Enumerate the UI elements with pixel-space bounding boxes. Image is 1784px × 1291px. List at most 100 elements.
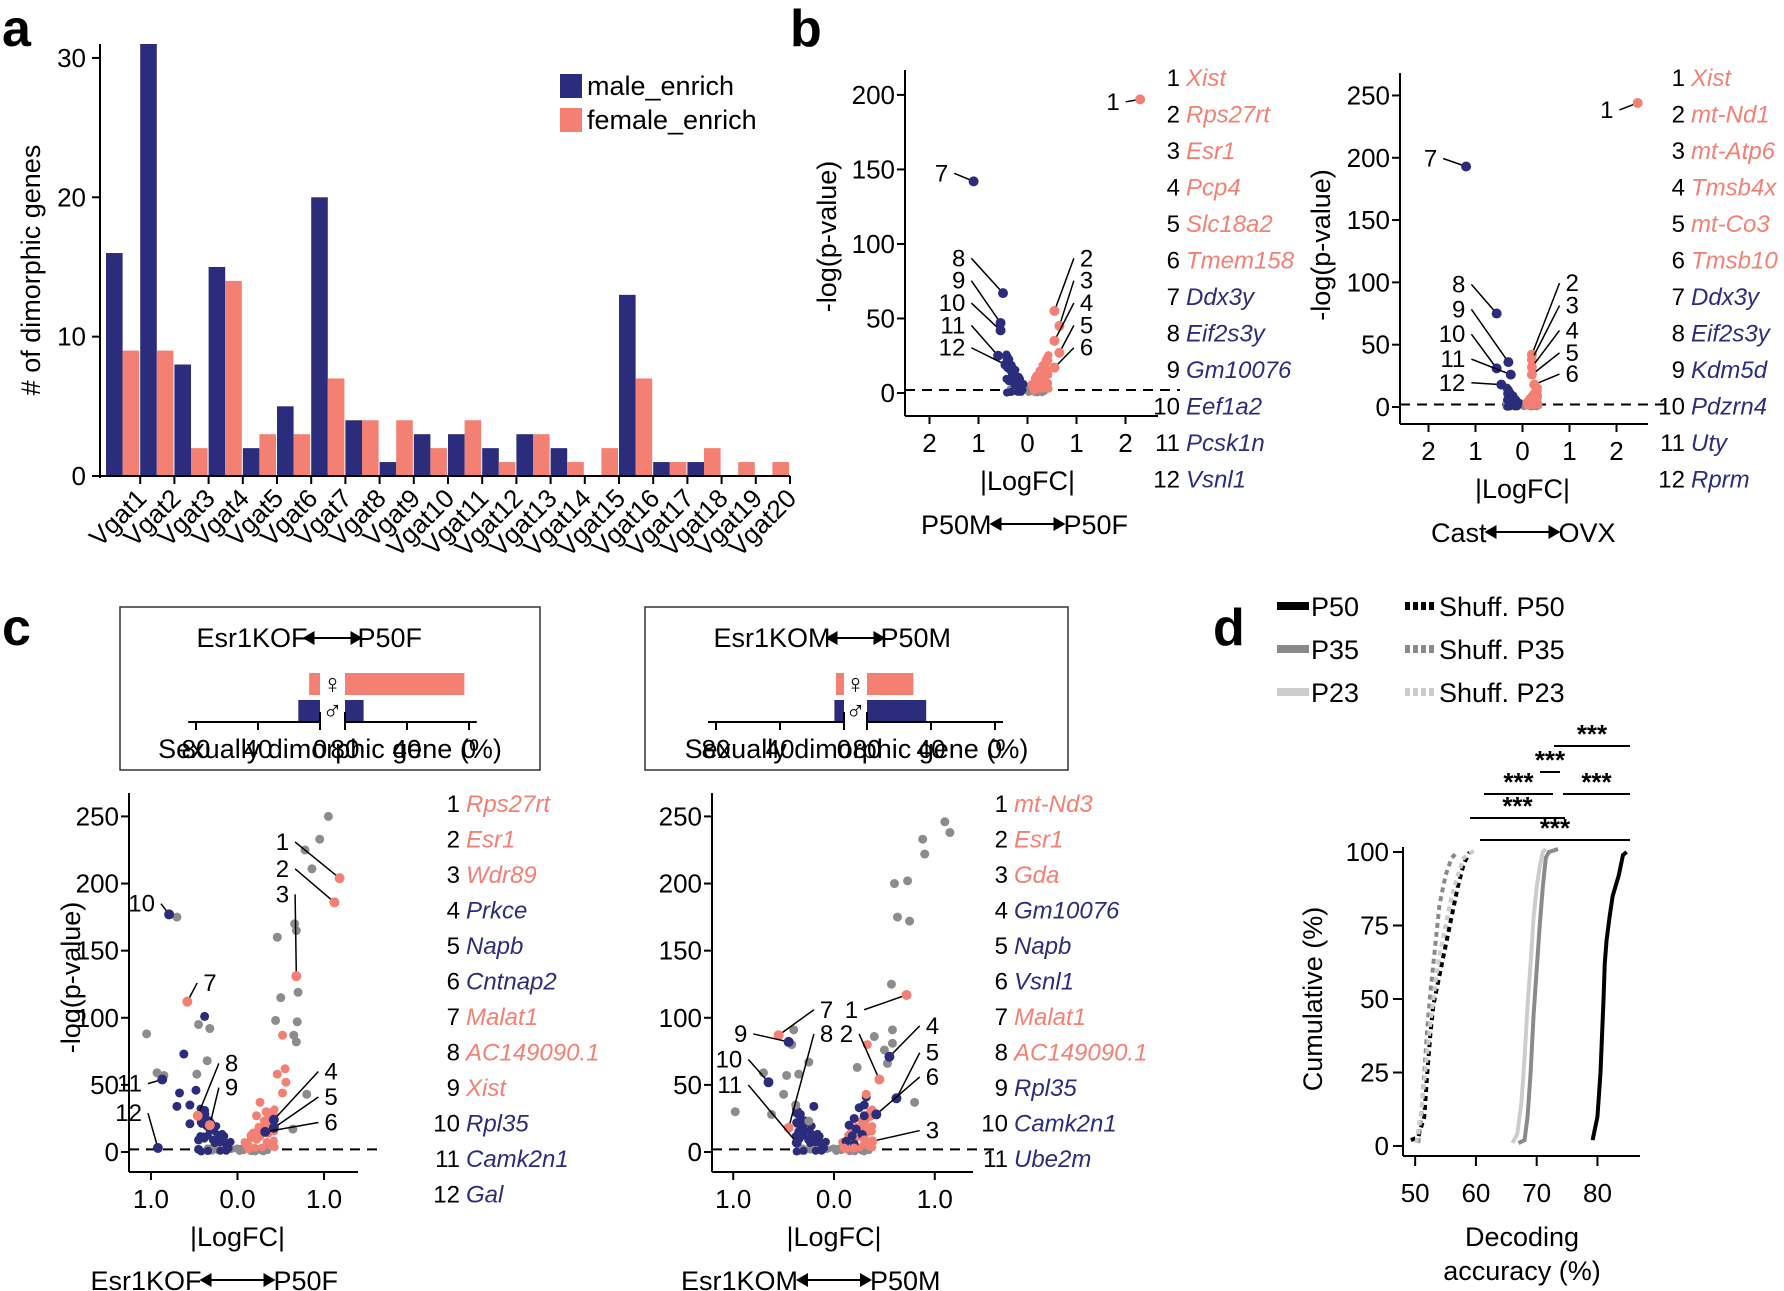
panel-c1-ytick-label: 250 xyxy=(76,801,119,831)
panel-c2-inset-symbol-male: ♂ xyxy=(845,696,865,726)
labeled-point-11 xyxy=(1505,369,1516,380)
panel-c1-inset-title-left: Esr1KOF xyxy=(196,623,307,653)
panel-b1-comparison-left: P50M xyxy=(921,510,992,540)
panel-b2-ytick-label: 150 xyxy=(1347,205,1390,235)
panel-d-xtick-label: 80 xyxy=(1583,1178,1612,1208)
panel-c1-inset-bar-left-male xyxy=(298,700,320,722)
labeled-point-4 xyxy=(1049,335,1060,346)
panel-b1-leader-line xyxy=(1053,258,1075,312)
panel-b2-gene-number: 12 xyxy=(1658,467,1685,494)
labeled-point-6 xyxy=(260,1126,271,1137)
panel-b1-point-number: 6 xyxy=(1080,335,1093,362)
panel-c1-inset-bar-right-female xyxy=(345,673,465,695)
series-line-P23 xyxy=(1510,847,1548,1145)
point-male xyxy=(844,1120,854,1130)
panel-c1-gene-name: Rps27rt xyxy=(466,791,551,818)
panel-b1-xtick-label: 2 xyxy=(1118,428,1132,458)
panel-b2-point-number: 5 xyxy=(1566,340,1579,367)
point-male xyxy=(218,1135,227,1144)
panel-c2-inset-bar-right-male xyxy=(867,700,927,722)
point-nonsig xyxy=(940,817,950,827)
panel-c1-point-number: 3 xyxy=(276,881,289,908)
panel-c2-gene-number: 5 xyxy=(995,933,1008,960)
point-male xyxy=(859,1111,869,1121)
point-male xyxy=(218,1129,227,1138)
panel-c2-point-number: 6 xyxy=(926,1064,939,1091)
panel-b2-gene-number: 10 xyxy=(1658,394,1685,421)
point-nonsig xyxy=(887,1025,897,1035)
panel-b2-gene-number: 9 xyxy=(1672,357,1685,384)
panel-c2-point-number: 5 xyxy=(926,1040,939,1067)
panel-c2-gene-name: Ube2m xyxy=(1014,1146,1091,1173)
panel-c1-leader-line xyxy=(147,1112,159,1149)
bar-male_enrich-Vgat11 xyxy=(448,434,465,476)
panel-b1-gene-number: 12 xyxy=(1153,467,1180,494)
panel-d-ytick-label: 0 xyxy=(1375,1131,1389,1161)
point-female xyxy=(258,1143,267,1152)
labeled-point-10 xyxy=(995,325,1006,336)
panel-c1-inset-symbol-male: ♂ xyxy=(322,696,342,726)
panel-c2-gene-name: Esr1 xyxy=(1014,827,1063,854)
panel-b1-leader-line xyxy=(970,324,999,357)
point-nonsig xyxy=(302,1089,312,1099)
panel-c2-leader-line xyxy=(787,1033,815,1129)
labeled-point-2 xyxy=(329,897,340,908)
labeled-point-4 xyxy=(884,1051,895,1062)
panel-c1-gene-number: 11 xyxy=(435,1146,460,1173)
point-male xyxy=(224,1144,233,1153)
point-female xyxy=(254,1123,263,1132)
bar-female_enrich-Vgat3 xyxy=(191,448,208,476)
panel-c1-gene-number: 3 xyxy=(447,862,460,889)
panel-c2-ytick-label: 100 xyxy=(659,1003,702,1033)
panel-b2-comparison-left: Cast xyxy=(1431,518,1487,548)
panel-c2-point-number: 9 xyxy=(734,1021,747,1048)
labeled-point-1 xyxy=(901,989,912,1000)
panel-b1-xtick-label: 1 xyxy=(1069,428,1083,458)
panel-b2-xtick-label: 0 xyxy=(1515,436,1529,466)
point-nonsig xyxy=(903,876,913,886)
labeled-point-11 xyxy=(993,350,1004,361)
labeled-point-1 xyxy=(1632,97,1643,108)
panel-c2-leader-line xyxy=(875,1076,921,1115)
panel-b2-gene-name: mt-Co3 xyxy=(1691,211,1770,238)
panel-c1-ytick-label: 200 xyxy=(76,869,119,899)
bar-female_enrich-Vgat18 xyxy=(704,448,721,476)
point-female xyxy=(243,1140,253,1150)
panel-c2-inset-bar-left-male xyxy=(834,700,844,722)
panel-c1-ytick-label: 100 xyxy=(76,1003,119,1033)
panel-c2-ytick-label: 150 xyxy=(659,936,702,966)
point-male xyxy=(799,1146,808,1155)
labeled-point-2 xyxy=(1049,306,1060,317)
panel-b2-xtick-label: 1 xyxy=(1562,436,1576,466)
panel-c1-gene-number: 12 xyxy=(433,1182,460,1209)
panel-b2-xlabel: |LogFC| xyxy=(1475,474,1570,504)
panel-c2-gene-name: AC149090.1 xyxy=(1012,1040,1147,1067)
panel-d-ytick-label: 25 xyxy=(1360,1058,1389,1088)
panel-b2-point-number: 3 xyxy=(1566,293,1579,320)
panel-c2-leader-line xyxy=(778,1009,815,1036)
legend-label-Shuff--P50: Shuff. P50 xyxy=(1439,592,1565,622)
panel-b1-gene-number: 3 xyxy=(1167,138,1180,165)
panel-c1-leader-line xyxy=(294,894,298,977)
panel-c2-comparison-right: P50M xyxy=(870,1266,941,1291)
panel-b2-gene-name: Pdzrn4 xyxy=(1691,394,1767,421)
labeled-point-8 xyxy=(998,288,1008,299)
point-male xyxy=(200,1011,210,1021)
panel-b2-gene-name: mt-Atp6 xyxy=(1691,138,1776,165)
point-female xyxy=(280,1064,290,1074)
panel-c1-gene-number: 2 xyxy=(447,827,460,854)
labeled-point-10 xyxy=(763,1077,774,1088)
panel-c2-point-number: 1 xyxy=(845,997,858,1024)
panel-c1-point-number: 7 xyxy=(203,970,216,997)
point-nonsig xyxy=(905,916,915,926)
panel-b1-leader-line xyxy=(1058,325,1075,354)
labeled-point-8 xyxy=(1491,308,1502,319)
series-line-Shuff--P50 xyxy=(1410,851,1472,1142)
panel-c2-leader-line xyxy=(895,1052,921,1099)
panel-b1-gene-name: Eef1a2 xyxy=(1186,394,1262,421)
panel-b1-comparison-right: P50F xyxy=(1064,510,1129,540)
point-male xyxy=(191,1085,201,1095)
panel-c2-leader-line xyxy=(863,994,907,1011)
